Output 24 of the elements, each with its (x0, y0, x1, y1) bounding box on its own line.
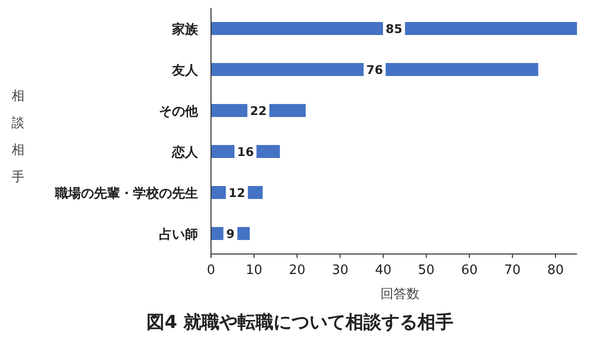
x-tick-label: 70 (504, 263, 521, 278)
data-label: 85 (386, 22, 402, 36)
x-tick-label: 10 (246, 263, 262, 278)
y-axis-title: 相談相手 (12, 89, 24, 185)
data-label: 22 (250, 104, 267, 118)
y-tick-label: 友人 (171, 64, 199, 78)
x-tick-label: 0 (206, 263, 216, 278)
data-label: 12 (228, 186, 246, 200)
x-tick-label: 30 (332, 263, 348, 278)
x-tick-label: 60 (461, 263, 478, 278)
data-label: 16 (237, 145, 254, 159)
data-label: 9 (226, 227, 235, 241)
x-tick-label: 50 (418, 263, 435, 278)
text: 図4 就職や転職について相談する相手 (146, 312, 454, 333)
x-tick-label: 40 (374, 263, 392, 278)
y-tick-label: 恋人 (171, 144, 199, 160)
y-tick-label: 職場の先輩・学校の先生 (54, 186, 198, 202)
y-tick-label: 占い師 (159, 228, 198, 242)
x-tick-label: 80 (547, 263, 564, 278)
x-tick-label: 20 (288, 263, 306, 278)
data-label: 76 (366, 63, 383, 77)
y-tick-label: その他 (159, 104, 199, 120)
x-axis-title: 回答数 (380, 287, 420, 302)
y-tick-label: 家族 (171, 22, 199, 38)
